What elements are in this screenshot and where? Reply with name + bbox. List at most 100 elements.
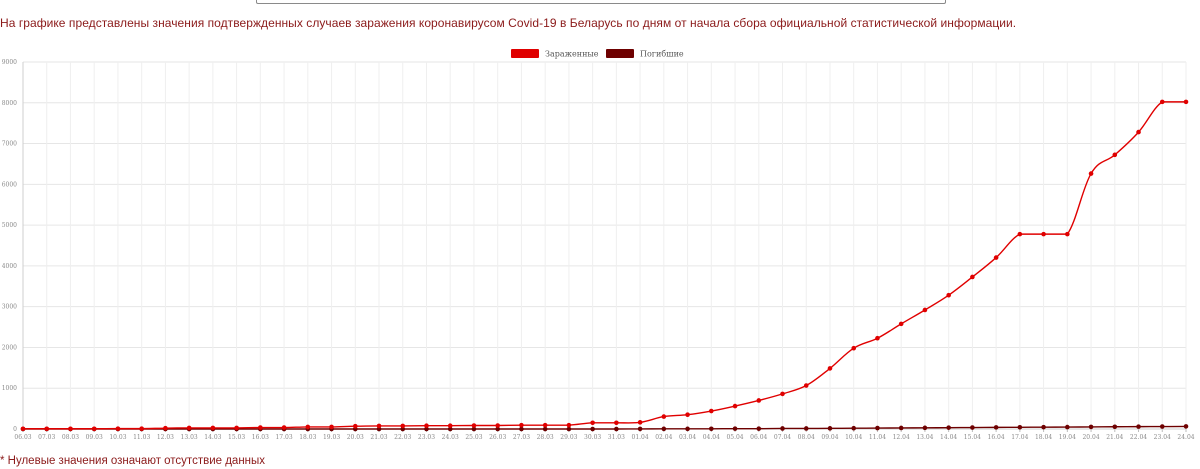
data-point-deaths <box>1017 424 1023 430</box>
chart-description: На графике представлены значения подтвер… <box>0 16 1017 30</box>
top-panel-edge <box>256 0 946 4</box>
x-tick-label: 21.03 <box>370 434 387 441</box>
x-tick-label: 11.04 <box>869 434 886 441</box>
zero-values-footnote: * Нулевые значения означают отсутствие д… <box>0 455 266 467</box>
x-tick-label: 17.04 <box>1011 434 1028 441</box>
data-point-infected <box>186 425 192 431</box>
y-tick-label: 8000 <box>2 100 17 107</box>
data-point-deaths <box>424 426 429 432</box>
y-tick-label: 0 <box>13 426 17 433</box>
legend-label-infected: Зараженные <box>545 50 599 59</box>
series-infected <box>20 99 1189 432</box>
data-point-infected <box>519 422 524 428</box>
data-point-infected <box>898 321 904 327</box>
x-tick-label: 13.04 <box>916 434 933 441</box>
data-point-deaths <box>1183 424 1189 429</box>
x-tick-label: 20.04 <box>1082 434 1099 441</box>
data-point-deaths <box>566 426 572 432</box>
data-point-deaths <box>614 426 619 432</box>
x-tick-label: 19.03 <box>323 434 340 441</box>
x-tick-label: 14.04 <box>940 434 957 441</box>
data-point-deaths <box>851 425 857 431</box>
x-tick-label: 05.04 <box>726 434 743 441</box>
x-tick-label: 29.03 <box>560 434 577 441</box>
x-tick-label: 12.03 <box>157 434 174 441</box>
x-tick-label: 01.04 <box>632 434 649 441</box>
data-point-infected <box>922 307 928 313</box>
data-point-infected <box>424 423 429 428</box>
data-point-infected <box>803 383 809 388</box>
y-tick-label: 4000 <box>2 263 17 270</box>
x-tick-label: 18.03 <box>299 434 316 441</box>
y-tick-label: 5000 <box>2 222 17 229</box>
data-point-infected <box>1159 99 1165 105</box>
y-tick-label: 9000 <box>2 59 17 66</box>
x-tick-label: 15.03 <box>228 434 245 441</box>
data-point-infected <box>851 345 857 351</box>
x-tick-label: 06.04 <box>750 434 767 441</box>
x-tick-label: 14.03 <box>204 434 221 441</box>
data-point-infected <box>756 398 762 403</box>
data-point-deaths <box>1088 424 1094 430</box>
data-point-infected <box>447 423 453 428</box>
x-tick-label: 15.04 <box>964 434 981 441</box>
y-tick-label: 7000 <box>2 141 17 148</box>
data-point-infected <box>91 426 97 432</box>
data-point-infected <box>542 422 548 428</box>
x-tick-label: 09.04 <box>821 434 838 441</box>
data-point-deaths <box>1159 424 1165 429</box>
data-point-infected <box>827 366 833 371</box>
data-point-infected <box>993 255 999 260</box>
grid-lines <box>22 61 1187 432</box>
x-tick-label: 20.03 <box>347 434 364 441</box>
data-point-deaths <box>1112 424 1118 430</box>
data-point-deaths <box>1136 424 1141 429</box>
data-point-infected <box>1065 231 1070 237</box>
x-tick-label: 22.04 <box>1130 434 1147 441</box>
data-point-infected <box>661 414 667 419</box>
data-point-infected <box>376 423 382 429</box>
data-point-deaths <box>637 426 643 432</box>
data-point-infected <box>1136 129 1141 135</box>
x-tick-label: 08.04 <box>798 434 815 441</box>
x-tick-label: 23.03 <box>418 434 435 441</box>
data-point-infected <box>20 426 26 432</box>
data-point-deaths <box>803 426 809 431</box>
data-point-deaths <box>495 426 500 432</box>
x-tick-label: 04.04 <box>703 434 720 441</box>
x-tick-label: 12.04 <box>893 434 910 441</box>
data-point-infected <box>234 425 239 431</box>
x-tick-label: 21.04 <box>1106 434 1123 441</box>
x-tick-label: 06.03 <box>14 434 31 441</box>
data-point-infected <box>258 425 263 430</box>
legend-label-deaths: Погибшие <box>640 50 684 59</box>
data-point-deaths <box>519 426 524 432</box>
y-tick-label: 6000 <box>2 181 17 188</box>
x-tick-label: 09.03 <box>86 434 103 441</box>
data-point-deaths <box>447 426 453 432</box>
data-point-infected <box>780 391 785 397</box>
x-tick-label: 08.03 <box>62 434 79 441</box>
data-point-deaths <box>993 425 999 430</box>
data-point-deaths <box>1041 424 1046 430</box>
x-tick-label: 30.03 <box>584 434 601 441</box>
data-point-infected <box>44 426 50 432</box>
data-point-deaths <box>709 426 714 432</box>
data-point-infected <box>1088 171 1094 176</box>
data-point-infected <box>305 424 311 430</box>
data-point-infected <box>637 420 643 425</box>
data-point-infected <box>400 423 406 429</box>
x-tick-label: 31.03 <box>608 434 625 441</box>
data-point-infected <box>210 425 216 431</box>
series-line-infected <box>23 101 1186 430</box>
data-point-infected <box>709 408 714 414</box>
data-point-deaths <box>875 425 880 431</box>
data-point-deaths <box>898 425 904 431</box>
x-tick-label: 11.03 <box>133 434 150 441</box>
data-point-infected <box>163 425 168 431</box>
data-point-deaths <box>471 426 477 432</box>
data-point-infected <box>139 426 144 431</box>
x-tick-label: 25.03 <box>465 434 482 441</box>
x-tick-label: 19.04 <box>1059 434 1076 441</box>
data-point-infected <box>1112 152 1118 158</box>
